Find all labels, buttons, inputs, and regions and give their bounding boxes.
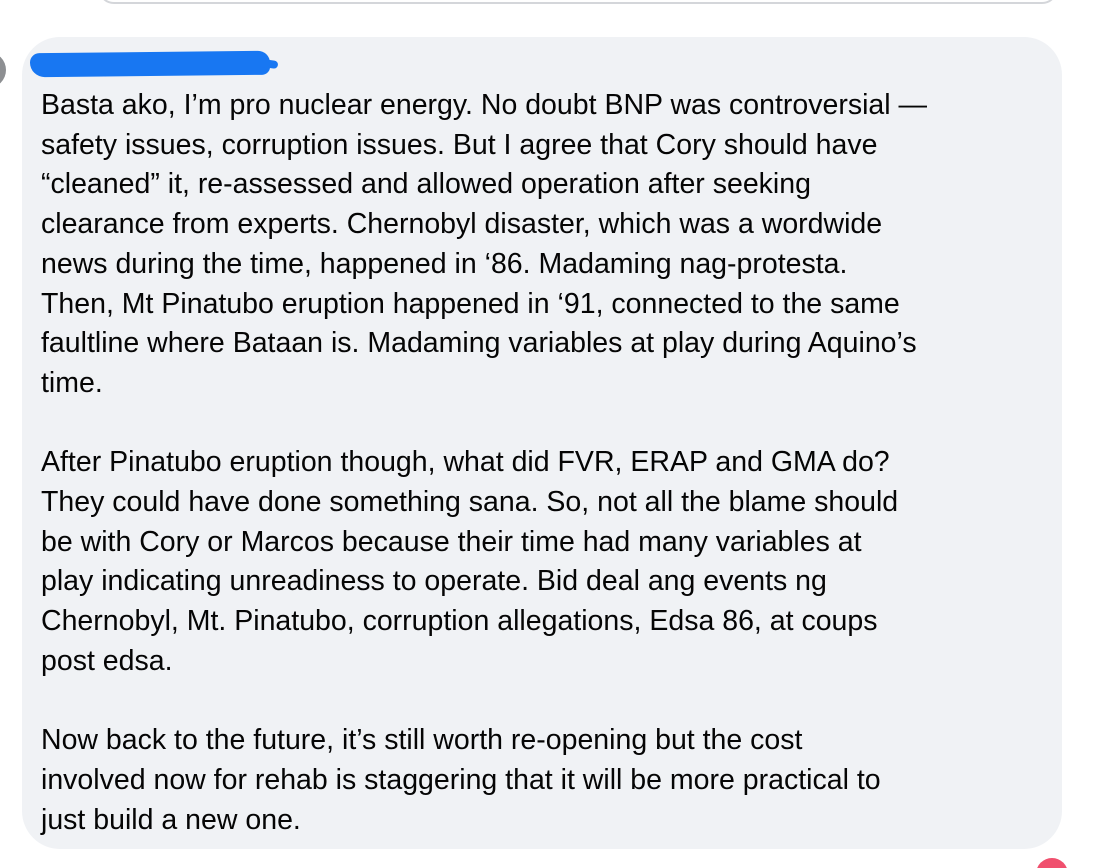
- comment-bubble: [22, 37, 1062, 849]
- comment-paragraph-2: After Pinatubo eruption though, what did…: [41, 446, 899, 677]
- comment-body: Basta ako, I’m pro nuclear energy. No do…: [41, 86, 1051, 840]
- previous-comment-edge: [98, 0, 1058, 4]
- commenter-avatar[interactable]: [0, 52, 6, 88]
- comment-paragraph-3: Now back to the future, it’s still worth…: [41, 724, 881, 836]
- author-name-redacted[interactable]: [29, 50, 271, 78]
- reaction-icon[interactable]: [1036, 858, 1068, 868]
- comment-paragraph-1: Basta ako, I’m pro nuclear energy. No do…: [41, 89, 928, 399]
